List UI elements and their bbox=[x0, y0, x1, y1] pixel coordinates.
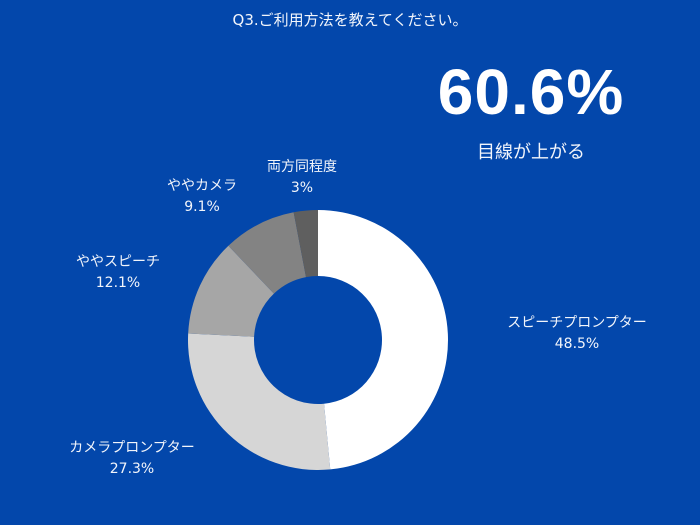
label-name: 両方同程度 bbox=[267, 159, 337, 175]
highlight-caption: 目線が上がる bbox=[477, 142, 585, 163]
highlight-value: 60.6% bbox=[437, 56, 625, 128]
slice-camera-prompter bbox=[187, 333, 331, 470]
label-speech-prompter: スピーチプロンプター 48.5% bbox=[507, 313, 647, 355]
label-camera-prompter: カメラプロンプター 27.3% bbox=[69, 438, 195, 480]
label-name: ややカメラ bbox=[167, 178, 237, 194]
donut-slices bbox=[187, 210, 449, 470]
label-name: スピーチプロンプター bbox=[507, 315, 647, 331]
label-name: ややスピーチ bbox=[76, 254, 160, 270]
label-slightly-speech: ややスピーチ 12.1% bbox=[76, 252, 160, 294]
slice-speech-prompter bbox=[318, 210, 449, 470]
label-pct: 3% bbox=[290, 180, 314, 196]
label-both-equal: 両方同程度 3% bbox=[267, 157, 337, 199]
label-slightly-camera: ややカメラ 9.1% bbox=[167, 176, 237, 218]
slice-slightly-speech bbox=[188, 245, 274, 337]
chart-title: Q3.ご利用方法を教えてください。 bbox=[232, 11, 468, 29]
label-pct: 27.3% bbox=[109, 461, 155, 477]
slice-both-equal bbox=[293, 210, 318, 278]
label-pct: 48.5% bbox=[554, 336, 600, 352]
slice-slightly-camera bbox=[228, 212, 307, 294]
label-pct: 9.1% bbox=[184, 199, 220, 215]
label-pct: 12.1% bbox=[95, 275, 141, 291]
label-name: カメラプロンプター bbox=[69, 440, 195, 456]
